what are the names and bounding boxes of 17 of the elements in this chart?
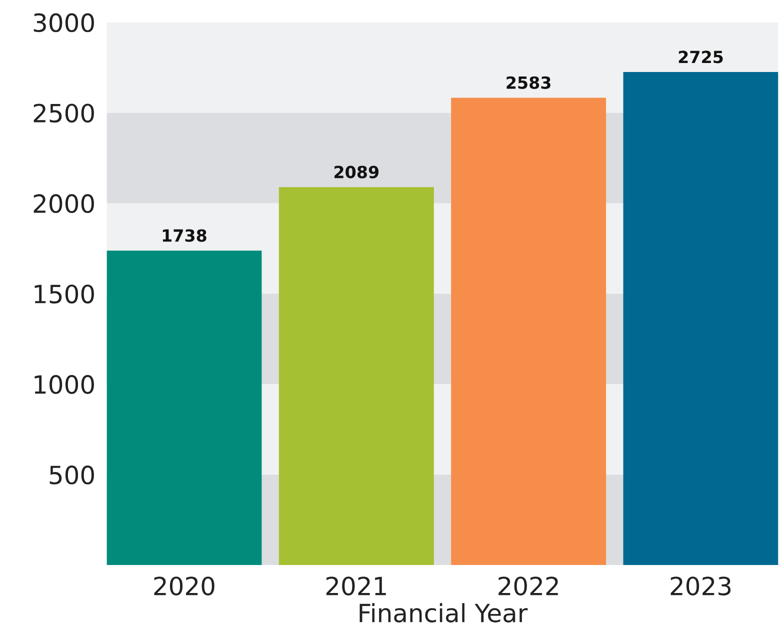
data-label: 1738: [162, 229, 206, 242]
bar: [106, 250, 262, 566]
y-tick-label: 500: [50, 466, 94, 484]
y-tick-label: 3000: [34, 13, 94, 32]
bar: [623, 72, 778, 566]
x-tick-label: 2023: [670, 576, 731, 596]
y-tick-label: 1500: [34, 284, 94, 304]
data-label: 2583: [506, 76, 550, 89]
x-tick-label: 2021: [326, 576, 386, 596]
data-label: 2725: [678, 50, 723, 64]
x-tick-label: 2022: [498, 576, 558, 596]
y-tick-label: 2500: [34, 104, 94, 123]
y-tick-label: 1000: [34, 375, 94, 394]
data-label: 2089: [334, 166, 379, 178]
x-axis-title: Financial Year: [360, 603, 528, 622]
x-tick-label: 2020: [154, 576, 214, 596]
y-tick-label: 2000: [34, 194, 94, 214]
